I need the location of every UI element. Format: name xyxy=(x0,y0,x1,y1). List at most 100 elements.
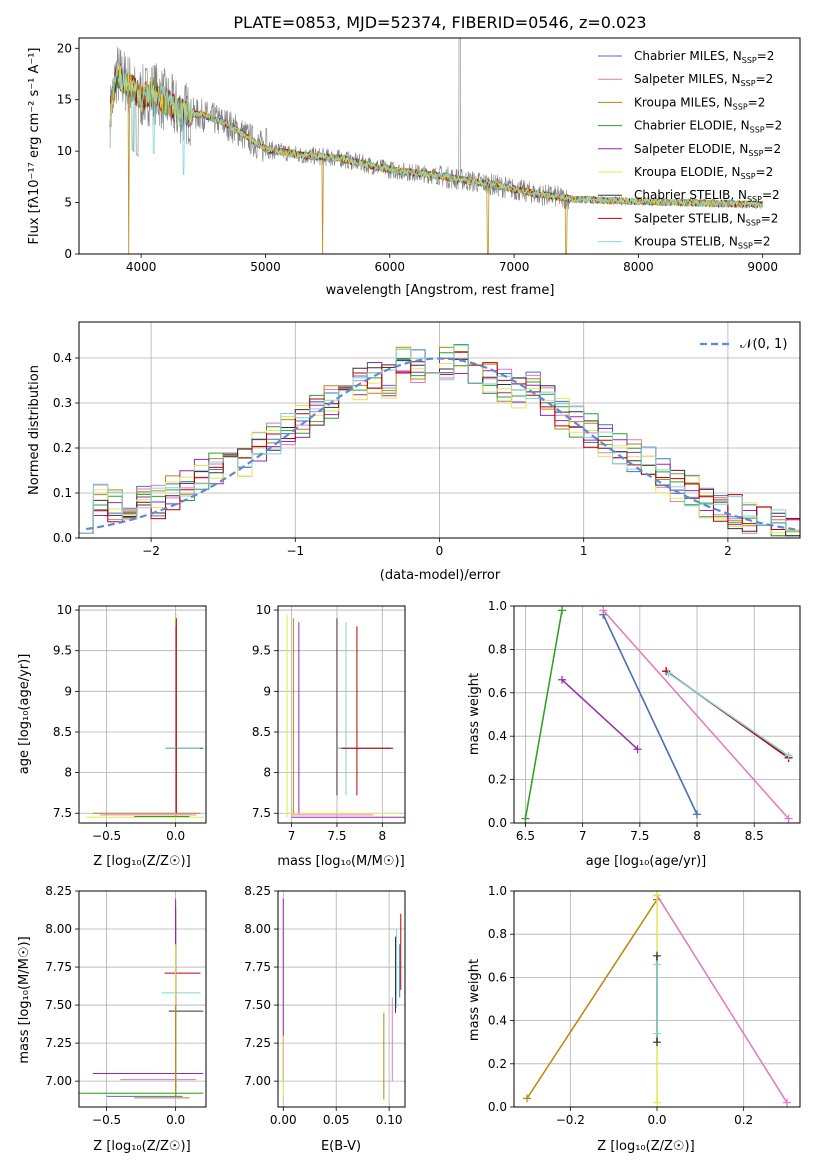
x-tick-label: 0 xyxy=(436,544,444,558)
plus-marker xyxy=(783,1098,791,1107)
x-tick-label: 6000 xyxy=(375,260,406,274)
massZ-ylabel: mass [log₁₀(M/M☉)] xyxy=(17,936,32,1063)
ageM-xlabel: mass [log₁₀(M/M☉)] xyxy=(277,854,404,869)
plus-marker xyxy=(523,1094,531,1103)
x-tick-label: 0.10 xyxy=(376,1113,403,1127)
legend-entry: Kroupa STELIB, NSSP=2 xyxy=(634,235,771,251)
x-tick-label: 7 xyxy=(579,829,587,843)
x-tick-label: 7 xyxy=(288,829,296,843)
plus-marker xyxy=(653,1038,661,1047)
plus-marker xyxy=(653,951,661,960)
mass-weight-line xyxy=(602,609,790,820)
residuals-ylabel: Normed distribution xyxy=(27,365,42,495)
plot-area xyxy=(282,898,402,1100)
y-tick-label: 8.5 xyxy=(252,725,271,739)
y-tick-label: 8 xyxy=(64,766,72,780)
plus-marker xyxy=(521,814,530,823)
y-tick-label: 0.0 xyxy=(53,531,72,545)
legend-entry: Salpeter ELODIE, NSSP=2 xyxy=(634,142,781,158)
residual-histogram-step xyxy=(79,344,800,534)
residuals-xlabel: (data-model)/error xyxy=(380,568,501,583)
mass-weight-line xyxy=(526,899,658,1099)
x-tick-label: 4000 xyxy=(126,260,157,274)
model-spectrum-line xyxy=(109,61,764,209)
y-tick-label: 0.0 xyxy=(488,1100,507,1114)
x-tick-label: 8000 xyxy=(623,260,654,274)
y-tick-label: 10 xyxy=(256,603,271,617)
plot-area xyxy=(523,891,791,1107)
y-tick-label: 0.4 xyxy=(488,729,507,743)
axes-frame xyxy=(78,37,801,255)
legend-entry: Chabrier MILES, NSSP=2 xyxy=(634,49,774,65)
x-tick-label: 8.5 xyxy=(745,829,764,843)
x-tick-label: 8 xyxy=(693,829,701,843)
legend-entry: Salpeter STELIB, NSSP=2 xyxy=(634,211,778,227)
plot-area xyxy=(286,614,405,818)
y-tick-label: 9 xyxy=(263,684,271,698)
x-tick-label: −1 xyxy=(286,544,304,558)
plus-marker xyxy=(784,751,793,760)
y-tick-label: 0.4 xyxy=(488,1014,507,1028)
plus-marker xyxy=(599,606,608,615)
y-tick-label: 7.75 xyxy=(45,960,72,974)
plot-area xyxy=(109,38,764,254)
legend-entry: Kroupa MILES, NSSP=2 xyxy=(634,95,765,111)
y-tick-label: 10 xyxy=(57,144,72,158)
mass-weight-line xyxy=(561,679,639,750)
plus-marker xyxy=(633,745,642,754)
mass-vs-extinction-plot: 0.00 0.05 0.10 7.00 7.25 7.50 7.75 8.00 8.25 xyxy=(244,884,406,1127)
y-tick-label: 10 xyxy=(57,603,72,617)
spectrum-ylabel: Flux [fλ10⁻¹⁷ erg cm⁻² s⁻¹ A⁻¹] xyxy=(27,48,42,245)
spectrum-title: PLATE=0853, MJD=52374, FIBERID=0546, z=0… xyxy=(233,13,646,32)
y-tick-label: 0.6 xyxy=(488,686,507,700)
y-tick-label: 0.0 xyxy=(488,816,507,830)
x-tick-label: 6.5 xyxy=(516,829,535,843)
residual-histogram-step xyxy=(79,358,800,537)
y-tick-label: 0.2 xyxy=(488,1057,507,1071)
model-spectrum-line xyxy=(109,66,764,210)
axes-frame xyxy=(78,321,801,539)
plus-marker xyxy=(653,960,661,969)
mass-weight-line xyxy=(602,614,698,815)
x-tick-label: 0.2 xyxy=(734,1113,753,1127)
axes-frame xyxy=(78,605,207,824)
axes-frame xyxy=(277,890,406,1108)
x-tick-label: 5000 xyxy=(250,260,281,274)
x-tick-label: −2 xyxy=(142,544,160,558)
y-tick-label: 9 xyxy=(64,684,72,698)
axes-frame xyxy=(513,890,801,1108)
ageZ-xlabel: Z [log₁₀(Z/Z☉)] xyxy=(93,854,190,869)
x-tick-label: 0.0 xyxy=(647,1113,666,1127)
massweight-vs-metallicity-plot: −0.2 0.0 0.2 0.0 0.2 0.4 0.6 0.8 1.0 xyxy=(488,884,801,1127)
plus-marker xyxy=(784,814,793,823)
y-tick-label: 0 xyxy=(64,247,72,261)
y-tick-label: 8.25 xyxy=(244,884,271,898)
y-tick-label: 9.5 xyxy=(252,644,271,658)
age-vs-mass-plot: 7 7.5 8 7.5 8 8.5 9 9.5 10 xyxy=(252,603,406,843)
mass-vs-metallicity-plot: −0.5 0.0 7.00 7.25 7.50 7.75 8.00 8.25 xyxy=(45,884,207,1127)
y-tick-label: 0.2 xyxy=(488,773,507,787)
model-spectrum-line xyxy=(109,66,763,209)
x-tick-label: −0.5 xyxy=(92,1113,121,1127)
mwZ-xlabel: Z [log₁₀(Z/Z☉)] xyxy=(597,1139,694,1154)
x-tick-label: 7.5 xyxy=(630,829,649,843)
plot-area xyxy=(79,898,204,1099)
y-tick-label: 8.00 xyxy=(45,922,72,936)
mass-weight-line xyxy=(656,894,788,1104)
x-tick-label: 0.00 xyxy=(270,1113,297,1127)
y-tick-label: 8.00 xyxy=(244,922,271,936)
plot-area xyxy=(79,344,800,537)
y-tick-label: 5 xyxy=(64,196,72,210)
y-tick-label: 7.25 xyxy=(45,1036,72,1050)
y-tick-label: 7.75 xyxy=(244,960,271,974)
y-tick-label: 7.00 xyxy=(244,1074,271,1088)
y-tick-label: 0.3 xyxy=(53,396,72,410)
x-tick-label: 1 xyxy=(580,544,588,558)
y-tick-label: 8.25 xyxy=(45,884,72,898)
plus-marker xyxy=(653,1029,661,1038)
x-tick-label: −0.5 xyxy=(92,829,121,843)
y-tick-label: 7.50 xyxy=(244,998,271,1012)
spectrum-plot: 4000 5000 6000 7000 8000 9000 0 5 10 15 20 Chabrier… xyxy=(57,37,801,274)
y-tick-label: 0.6 xyxy=(488,970,507,984)
